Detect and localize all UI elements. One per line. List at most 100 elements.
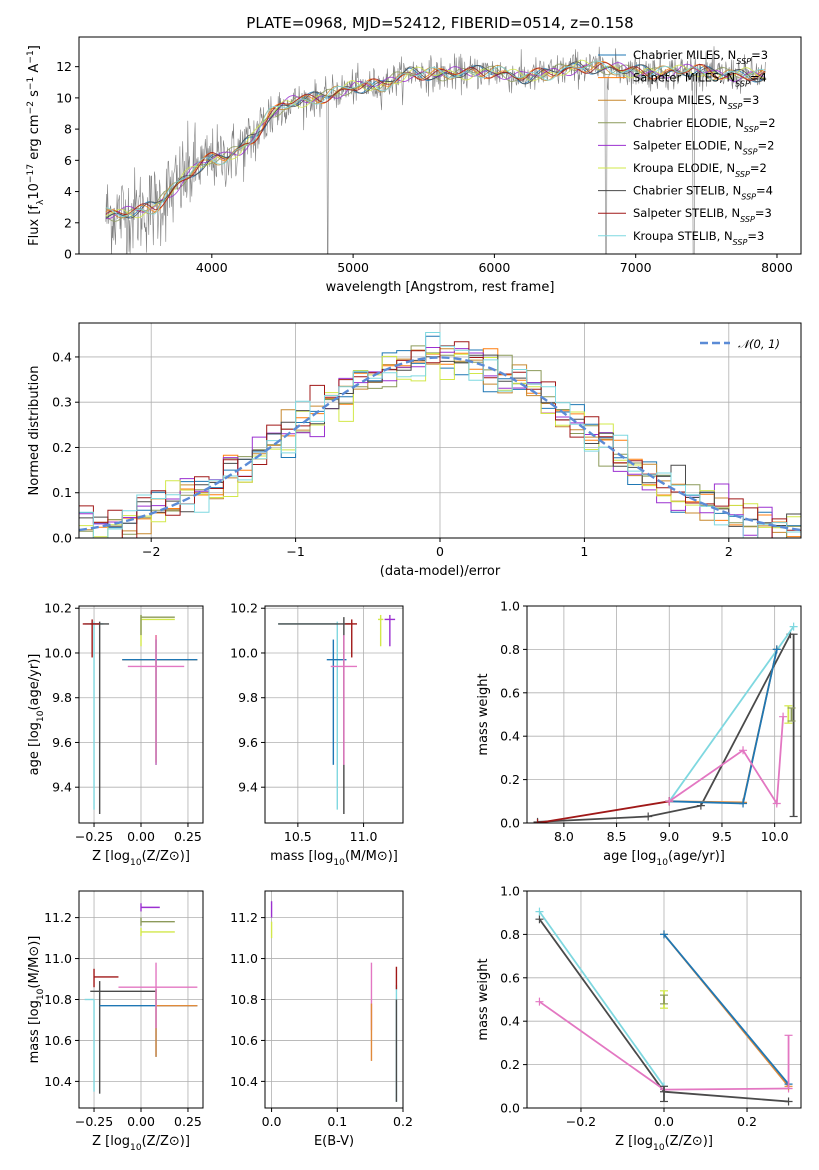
- y-axis-label: mass weight: [476, 958, 491, 1040]
- y-tick-label: 9.6: [52, 735, 72, 750]
- x-tick-label: 0.0: [654, 1114, 674, 1129]
- x-tick-label: 8.5: [607, 829, 627, 844]
- y-tick-label: 9.8: [238, 690, 258, 705]
- mass-weight-vs-age-panel: 8.0 8.5 9.0 9.5 10.0 0.0 0.2 0.4 0.6 0.8 1.0 age [l…: [476, 599, 802, 868]
- x-tick-label: 11.0: [350, 829, 378, 844]
- y-tick-label: 12: [56, 59, 72, 74]
- y-tick-label: 0.0: [500, 1101, 520, 1116]
- x-tick-label: 10.0: [761, 829, 789, 844]
- y-tick-label: 1.0: [500, 599, 520, 614]
- y-tick-label: 0.4: [500, 1014, 520, 1029]
- y-tick-label: 8: [64, 122, 72, 137]
- y-tick-label: 10: [56, 90, 72, 105]
- plot-area: [533, 622, 798, 823]
- y-tick-label: 9.4: [52, 780, 72, 795]
- y-tick-label: 0.4: [52, 349, 72, 364]
- x-tick-label: 4000: [196, 260, 228, 275]
- x-tick-label: 9.5: [712, 829, 732, 844]
- weight-marker: [665, 797, 674, 806]
- y-tick-label: 6: [64, 153, 72, 168]
- legend-label: Chabrier MILES, NSSP=3: [633, 48, 768, 66]
- plot-area: [270, 901, 398, 1102]
- axes-frame: [526, 605, 802, 824]
- y-tick-label: 10.4: [44, 1074, 72, 1089]
- legend-label: Chabrier STELIB, NSSP=4: [633, 184, 773, 202]
- x-axis-label: Z [log10(Z/Z⊙)]: [92, 1134, 190, 1153]
- weight-line: [538, 911, 665, 1087]
- y-tick-label: 0.6: [500, 685, 520, 700]
- x-axis-label: mass [log10(M/M⊙)]: [270, 849, 398, 868]
- model-spectrum: [105, 60, 766, 217]
- mass-vs-metallicity-panel: −0.25 0.00 0.25 10.4 10.6 10.8 11.0 11.2 Z [log1…: [27, 890, 204, 1153]
- y-tick-label: 0: [64, 247, 72, 262]
- weight-line: [668, 716, 784, 807]
- axes-frame: [78, 36, 802, 255]
- x-tick-label: 9.0: [659, 829, 679, 844]
- histogram-step: [79, 332, 801, 538]
- weight-marker: [739, 746, 748, 755]
- plot-area: [105, 46, 766, 254]
- y-tick-label: 0.8: [500, 927, 520, 942]
- y-axis-label: Normed distribution: [27, 366, 42, 496]
- y-tick-label: 11.2: [230, 910, 258, 925]
- y-tick-label: 0.0: [500, 816, 520, 831]
- x-tick-label: 5000: [337, 260, 369, 275]
- weight-marker: [789, 622, 798, 631]
- y-tick-label: 11.2: [44, 910, 72, 925]
- weight-line: [537, 800, 670, 823]
- y-tick-label: 10.2: [230, 601, 258, 616]
- age-vs-metallicity-panel: −0.25 0.00 0.25 9.4 9.6 9.8 10.0 10.2 Z [log10(Z…: [27, 601, 204, 868]
- x-tick-label: −0.25: [75, 1114, 113, 1129]
- legend-label: Salpeter ELODIE, NSSP=2: [633, 138, 774, 156]
- normal-curve: [79, 356, 801, 532]
- y-tick-label: 0.2: [52, 440, 72, 455]
- x-tick-label: 6000: [478, 260, 510, 275]
- x-tick-label: 0.2: [393, 1114, 413, 1129]
- x-tick-label: −2: [142, 544, 160, 559]
- y-tick-label: 4: [64, 184, 72, 199]
- residual-histogram: −2 −1 0 1 2 0.0 0.1 0.2 0.3 0.4 (data-model)/error…: [27, 322, 802, 579]
- spectrum-chart: 4000 5000 6000 7000 8000 0 2 4 6 8 10 12 wavelength …: [26, 14, 802, 295]
- y-tick-label: 11.0: [44, 951, 72, 966]
- legend-label: Kroupa STELIB, NSSP=3: [633, 229, 764, 247]
- y-tick-label: 0.1: [52, 485, 72, 500]
- plot-area: [535, 907, 793, 1106]
- weight-line: [668, 626, 795, 802]
- y-tick-label: 11.0: [230, 951, 258, 966]
- y-tick-label: 10.8: [44, 992, 72, 1007]
- y-tick-label: 10.0: [230, 645, 258, 660]
- x-tick-label: 10.5: [284, 829, 312, 844]
- weight-marker: [739, 799, 748, 808]
- y-tick-label: 10.6: [44, 1033, 72, 1048]
- y-tick-label: 9.4: [238, 780, 258, 795]
- x-axis-label: Z [log10(Z/Z⊙)]: [92, 849, 190, 868]
- weight-marker: [535, 907, 544, 916]
- weight-marker: [644, 812, 653, 821]
- y-tick-label: 1.0: [500, 884, 520, 899]
- age-vs-mass-panel: 10.5 11.0 9.4 9.6 9.8 10.0 10.2 mass [log10(M/M…: [230, 601, 404, 868]
- x-tick-label: −0.25: [75, 829, 113, 844]
- x-tick-label: 0.25: [174, 829, 202, 844]
- y-tick-label: 10.8: [230, 992, 258, 1007]
- x-tick-label: −0.2: [566, 1114, 596, 1129]
- x-tick-label: 0.0: [262, 1114, 282, 1129]
- weight-marker: [784, 1097, 793, 1106]
- y-tick-label: 9.6: [238, 735, 258, 750]
- model-spectrum: [105, 61, 766, 219]
- weight-marker: [772, 799, 781, 808]
- y-tick-label: 0.3: [52, 395, 72, 410]
- axes-frame: [78, 605, 204, 824]
- y-tick-label: 10.0: [44, 645, 72, 660]
- x-axis-label: age [log10(age/yr)]: [603, 849, 725, 868]
- y-tick-label: 0.0: [52, 531, 72, 546]
- axes-frame: [78, 890, 204, 1109]
- y-axis-label: mass [log10(M/M⊙)]: [27, 936, 46, 1064]
- mass-weight-vs-metallicity-panel: −0.2 0.0 0.2 0.0 0.2 0.4 0.6 0.8 1.0 Z [log10(Z/Z…: [476, 884, 802, 1153]
- model-spectrum: [105, 59, 766, 219]
- axes-frame: [264, 890, 404, 1109]
- plot-area: [278, 614, 396, 815]
- y-tick-label: 10.2: [44, 601, 72, 616]
- axes-frame: [526, 890, 802, 1109]
- x-axis-label: Z [log10(Z/Z⊙)]: [615, 1134, 713, 1153]
